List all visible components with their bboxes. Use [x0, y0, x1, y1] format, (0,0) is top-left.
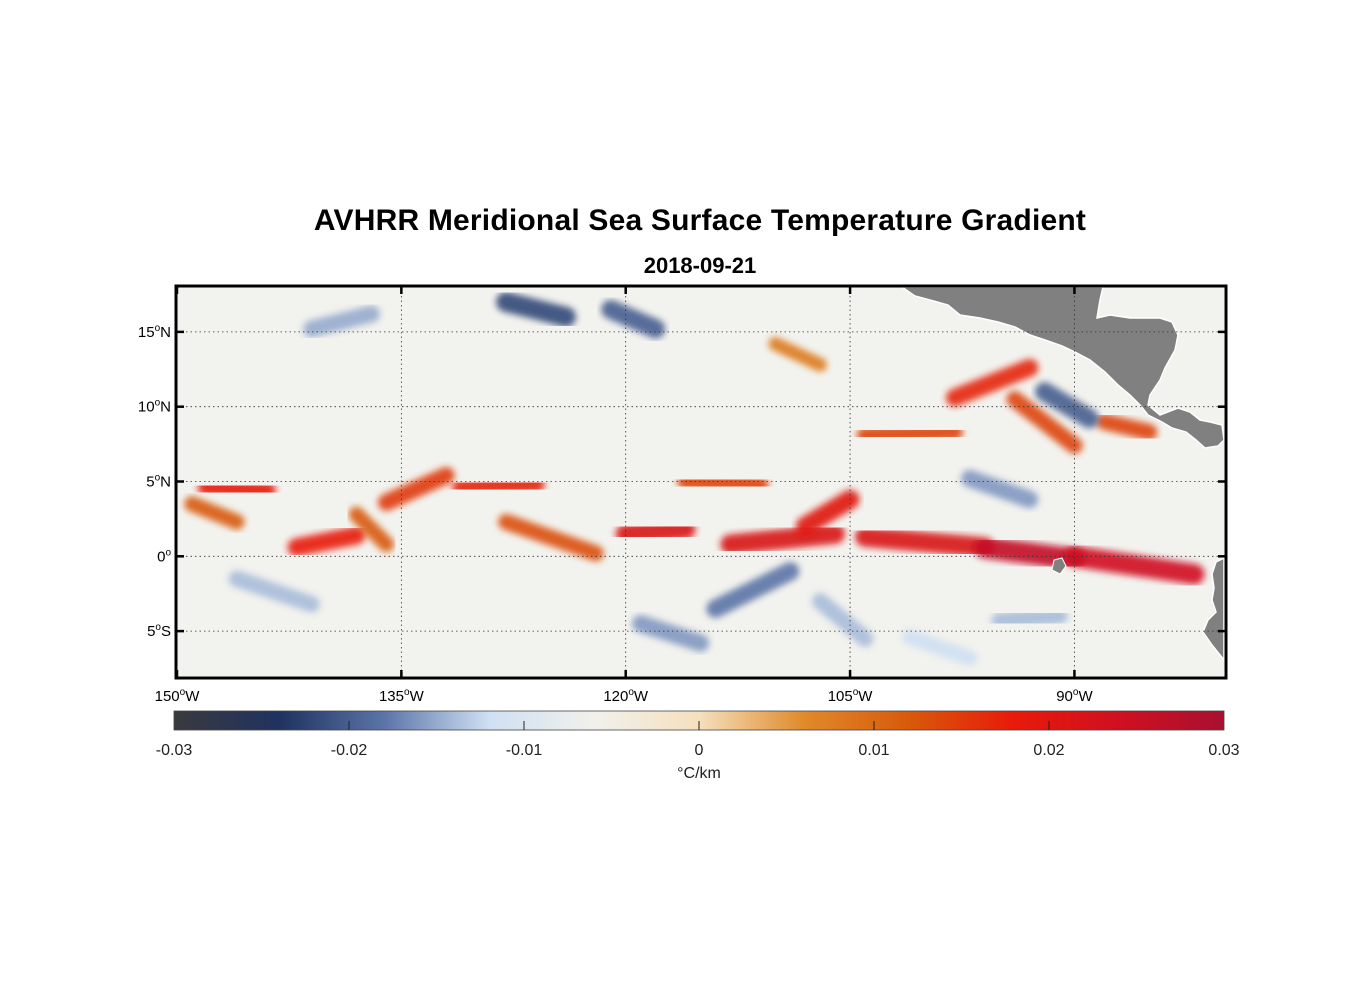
gradient-front — [184, 496, 245, 530]
lon-tick-label: 90oW — [1056, 687, 1093, 705]
lat-tick-label: 10oN — [138, 398, 171, 416]
colorbar-ticks: -0.03 -0.02 -0.01 0 0.01 0.02 0.03 — [156, 721, 1240, 759]
gradient-front — [902, 629, 978, 666]
gradient-front — [228, 570, 320, 613]
lat-tick-label: 5oS — [147, 622, 171, 640]
gradient-front — [768, 337, 827, 372]
figure-title: AVHRR Meridional Sea Surface Temperature… — [313, 204, 1087, 237]
lat-tick-label: 15oN — [138, 323, 171, 341]
gradient-front — [197, 478, 276, 500]
lat-tick-label: 0o — [157, 547, 171, 565]
colorbar-unit-label: °C/km — [677, 765, 721, 782]
gradient-front — [812, 593, 874, 647]
gradient-front — [973, 536, 1086, 571]
figure-subtitle: 2018-09-21 — [643, 253, 757, 278]
lon-tick-label: 120oW — [603, 687, 649, 705]
gradient-front — [1006, 391, 1083, 454]
gradient-front — [795, 489, 860, 536]
gradient-front — [720, 523, 846, 555]
gradient-features — [184, 292, 1205, 666]
central-america-land — [900, 287, 1224, 449]
gradient-front — [706, 562, 800, 618]
gradient-front — [452, 475, 545, 497]
gradient-front — [1064, 545, 1205, 585]
gradient-front — [378, 467, 455, 511]
gradient-front — [601, 299, 666, 339]
gradient-front — [615, 519, 696, 544]
galapagos-land — [1051, 557, 1067, 575]
colorbar-tick-label: -0.01 — [506, 742, 543, 759]
south-america-land — [1202, 557, 1224, 662]
gradient-front — [1096, 413, 1158, 441]
gradient-front — [855, 526, 995, 558]
lon-tick-label: 135oW — [379, 687, 425, 705]
gradient-front — [1035, 382, 1099, 429]
gridlines — [177, 287, 1224, 676]
axis-tick-labels: 15oN 10oN 5oN 0o 5oS 150oW 135oW 120oW 105oW 90oW — [138, 323, 1094, 705]
land-masses — [900, 287, 1224, 662]
gradient-front — [632, 615, 710, 652]
lat-tick-label: 5oN — [146, 473, 171, 491]
gradient-front — [287, 526, 366, 557]
gradient-front — [496, 292, 576, 327]
lon-tick-label: 150oW — [155, 687, 201, 705]
gradient-front — [303, 305, 380, 338]
gradient-front — [498, 513, 604, 562]
colorbar-tick-label: 0.03 — [1208, 742, 1239, 759]
gradient-front — [348, 506, 395, 553]
colorbar-tick-label: -0.03 — [156, 742, 193, 759]
colorbar-tick-label: 0 — [695, 742, 704, 759]
gradient-front — [961, 469, 1039, 509]
colorbar-tick-label: 0.01 — [858, 742, 889, 759]
gradient-front — [945, 358, 1039, 407]
gradient-front — [856, 423, 963, 444]
colorbar-tick-label: -0.02 — [331, 742, 368, 759]
axis-ticks — [175, 286, 1226, 678]
lon-tick-label: 105oW — [828, 687, 874, 705]
gradient-front — [991, 608, 1068, 629]
colorbar-tick-label: 0.02 — [1033, 742, 1064, 759]
gradient-front — [677, 473, 769, 493]
